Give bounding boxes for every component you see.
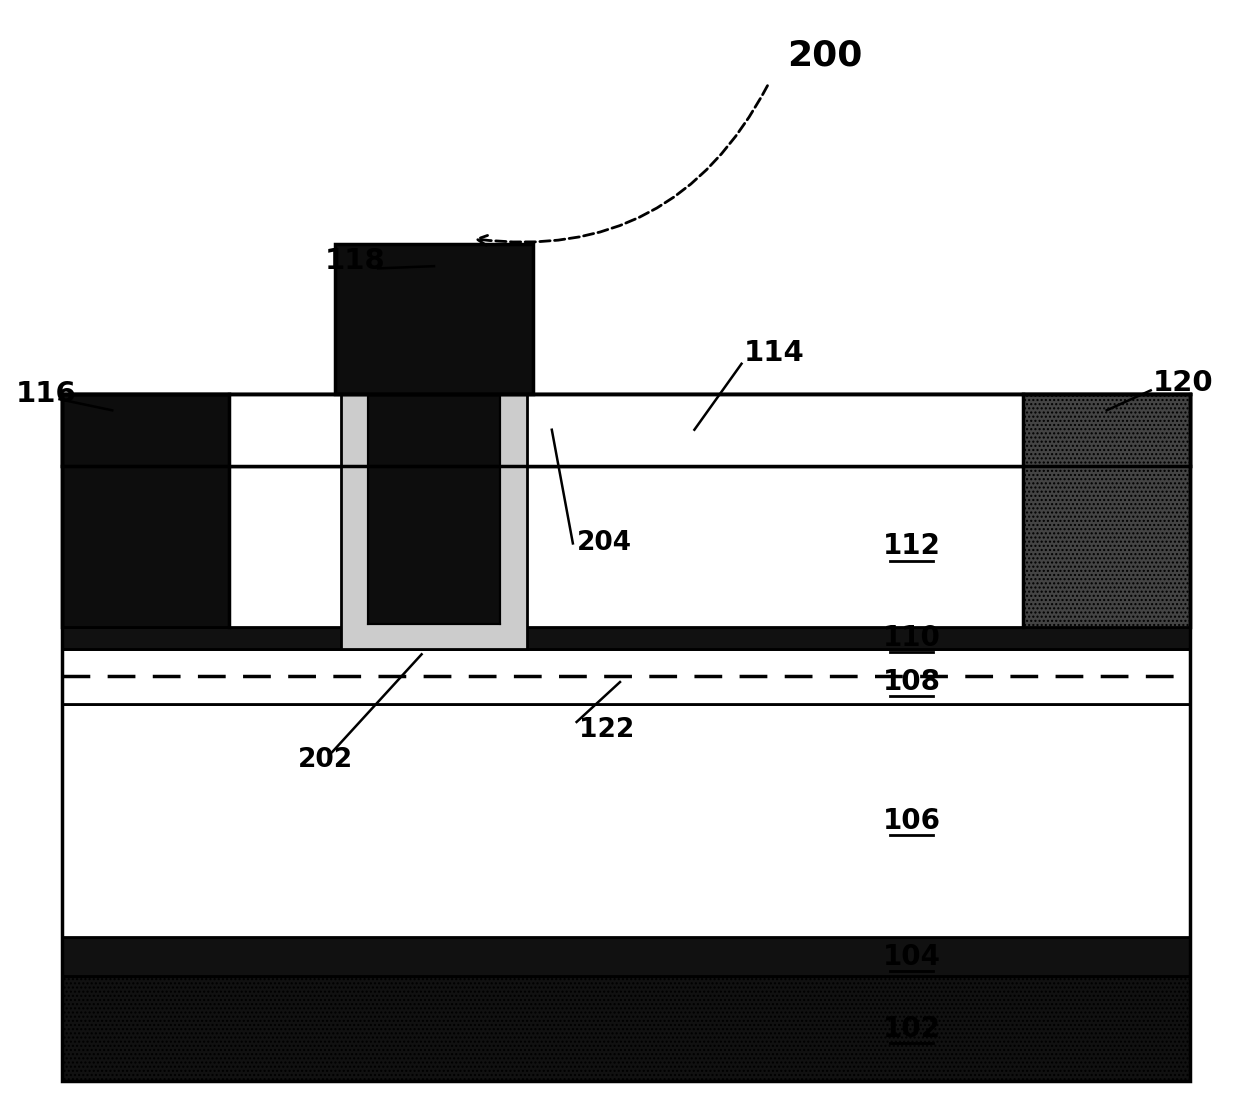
Bar	[62, 976, 1190, 1081]
Text: 120: 120	[1153, 368, 1214, 397]
Text: 106: 106	[883, 806, 940, 835]
Bar	[62, 394, 1190, 1081]
Text: 118: 118	[325, 246, 386, 275]
FancyArrowPatch shape	[477, 85, 768, 245]
Bar	[62, 627, 1190, 649]
Text: 202: 202	[298, 746, 352, 773]
Text: 200: 200	[787, 39, 862, 72]
Bar	[341, 394, 368, 649]
Text: 104: 104	[883, 943, 940, 970]
Bar	[341, 624, 527, 649]
Bar	[62, 937, 1190, 976]
Text: 112: 112	[883, 532, 940, 560]
Bar	[62, 649, 1190, 704]
Bar	[1023, 394, 1190, 627]
Text: 204: 204	[577, 530, 631, 557]
Text: 122: 122	[579, 716, 635, 743]
Bar	[62, 466, 1190, 627]
Bar	[500, 394, 527, 649]
Text: 116: 116	[16, 379, 77, 408]
Bar	[335, 244, 533, 394]
Text: 108: 108	[883, 668, 940, 696]
Text: 110: 110	[883, 623, 940, 652]
Bar	[62, 704, 1190, 937]
Bar	[527, 394, 1023, 466]
Bar	[229, 394, 341, 466]
Text: 102: 102	[883, 1015, 940, 1042]
Bar	[62, 394, 1190, 466]
Bar	[62, 394, 229, 627]
Bar	[368, 394, 500, 624]
Text: 114: 114	[744, 338, 805, 367]
